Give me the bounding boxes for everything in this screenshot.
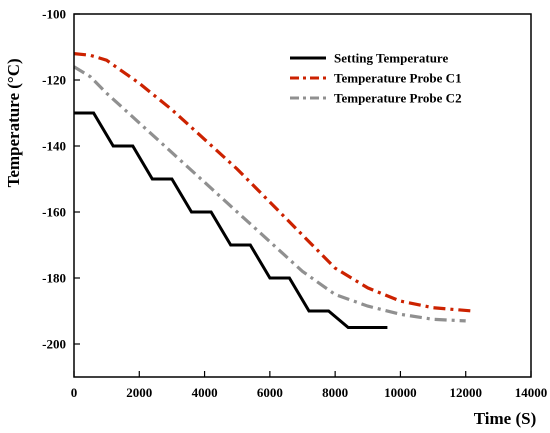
- series-line-2: [73, 52, 473, 313]
- legend-label-2: Temperature Probe C1: [334, 71, 462, 86]
- legend-label-3: Temperature Probe C2: [334, 91, 462, 106]
- legend: Setting Temperature Temperature Probe C1 T…: [290, 51, 462, 106]
- series-line-1: [74, 111, 388, 329]
- y-tick-label: -120: [42, 73, 66, 88]
- plot-frame: [73, 13, 532, 378]
- x-tick-label: 2000: [126, 385, 152, 400]
- y-tick-label: -160: [42, 205, 66, 220]
- x-tick-label: 14000: [515, 385, 548, 400]
- y-tick-label: -200: [42, 337, 66, 352]
- y-tick-label: -140: [42, 139, 66, 154]
- x-tick-label: 4000: [192, 385, 218, 400]
- legend-label-1: Setting Temperature: [334, 51, 448, 66]
- plot-lines: [73, 52, 473, 329]
- x-tick-label: 10000: [384, 385, 417, 400]
- x-tick-label: 6000: [257, 385, 283, 400]
- x-tick-label: 0: [71, 385, 78, 400]
- y-tick-label: -100: [42, 7, 66, 22]
- x-tick-label: 8000: [322, 385, 348, 400]
- x-axis-ticks: 0 2000 4000 6000 8000 10000 12000 14000: [71, 371, 548, 400]
- y-axis-ticks: -200 -180 -160 -140 -120 -100: [42, 7, 80, 352]
- x-axis-title: Time (S): [474, 409, 537, 428]
- y-tick-label: -180: [42, 271, 66, 286]
- y-axis-title: Temperature (°C): [4, 58, 23, 187]
- series-line-3: [73, 65, 466, 323]
- x-tick-label: 12000: [449, 385, 482, 400]
